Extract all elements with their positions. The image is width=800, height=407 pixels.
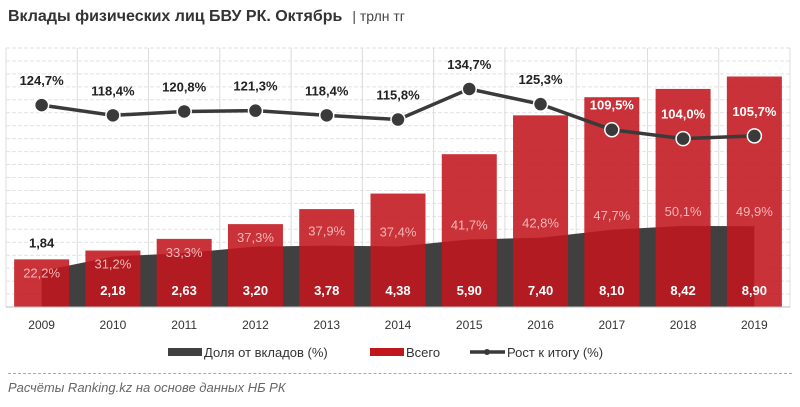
x-tick-label: 2010 [100,318,127,332]
bar-total-2011 [156,238,212,307]
share-label: 37,9% [308,224,345,239]
share-label: 50,1% [665,204,702,219]
legend-marker-growth [484,349,490,355]
bar-total-2015 [441,154,497,307]
bar-total-2010 [85,250,141,307]
bar-value-label: 8,90 [742,283,767,298]
title-text: Вклады физических лиц БВУ РК. Октябрь [8,8,343,25]
legend-swatch-share [168,348,202,356]
growth-label: 104,0% [661,107,706,122]
growth-point-2015 [461,81,478,97]
bar-total-2019 [726,76,782,308]
bar-value-label: 8,10 [599,283,624,298]
x-tick-label: 2018 [670,318,697,332]
growth-label: 105,7% [732,104,777,119]
growth-point-2019 [746,128,763,144]
bar-value-label: 2,63 [172,283,197,298]
share-label: 49,9% [736,204,773,219]
x-tick-label: 2009 [28,318,55,332]
growth-label: 118,4% [91,83,135,98]
unit-label: | трлн тг [352,8,405,24]
share-label: 22,2% [23,265,60,280]
share-label: 37,3% [237,230,274,245]
bar-value-label: 2,18 [100,283,125,298]
bar-total-2018 [655,88,711,307]
bar-value-label: 7,40 [528,283,553,298]
growth-point-2018 [675,130,691,147]
footer-divider [8,373,792,374]
bar-value-label: 1,84 [29,235,55,250]
bar-total-2012 [227,224,283,307]
growth-label: 120,8% [162,79,207,94]
x-tick-label: 2019 [741,318,768,332]
bar-value-label: 8,42 [670,283,695,298]
growth-point-2016 [532,96,549,112]
x-tick-label: 2014 [385,318,412,332]
bar-value-label: 4,38 [385,283,410,298]
legend-label-growth: Рост к итогу (%) [507,345,603,360]
growth-point-2012 [247,102,264,119]
x-tick-label: 2015 [456,318,483,332]
bar-total-2013 [299,209,355,307]
bar-total-2009 [14,259,70,307]
x-tick-label: 2017 [598,318,625,332]
share-label: 37,4% [380,224,417,239]
share-label: 31,2% [94,257,131,272]
legend-label-total: Всего [406,345,440,360]
growth-point-2017 [604,121,620,138]
legend-swatch-total [370,348,404,356]
growth-label: 121,3% [233,79,278,94]
growth-label: 134,7% [447,57,492,72]
growth-label: 115,8% [376,88,420,103]
growth-point-2014 [390,111,406,128]
legend-label-share: Доля от вкладов (%) [204,345,328,360]
source-note: Расчёты Ranking.kz на основе данных НБ Р… [8,380,286,395]
growth-point-2010 [105,107,121,124]
growth-point-2013 [318,107,335,124]
growth-point-2009 [33,97,50,113]
bar-total-2016 [513,115,569,307]
share-label: 33,3% [166,245,203,260]
bar-value-label: 3,78 [314,283,339,298]
bar-value-label: 5,90 [457,283,482,298]
growth-label: 124,7% [20,73,65,88]
growth-label: 125,3% [518,72,563,87]
x-tick-label: 2011 [171,318,197,332]
bar-total-2014 [370,193,426,307]
x-tick-label: 2013 [313,318,340,332]
growth-label: 118,4% [305,83,349,98]
chart-title: Вклады физических лиц БВУ РК. Октябрь | т… [8,8,405,26]
share-label: 47,7% [593,208,630,223]
bar-value-label: 3,20 [243,283,268,298]
share-label: 42,8% [522,216,559,231]
growth-label: 109,5% [590,98,635,113]
x-tick-label: 2016 [527,318,554,332]
share-label: 41,7% [451,217,488,232]
growth-point-2011 [176,103,192,120]
x-tick-label: 2012 [242,318,269,332]
